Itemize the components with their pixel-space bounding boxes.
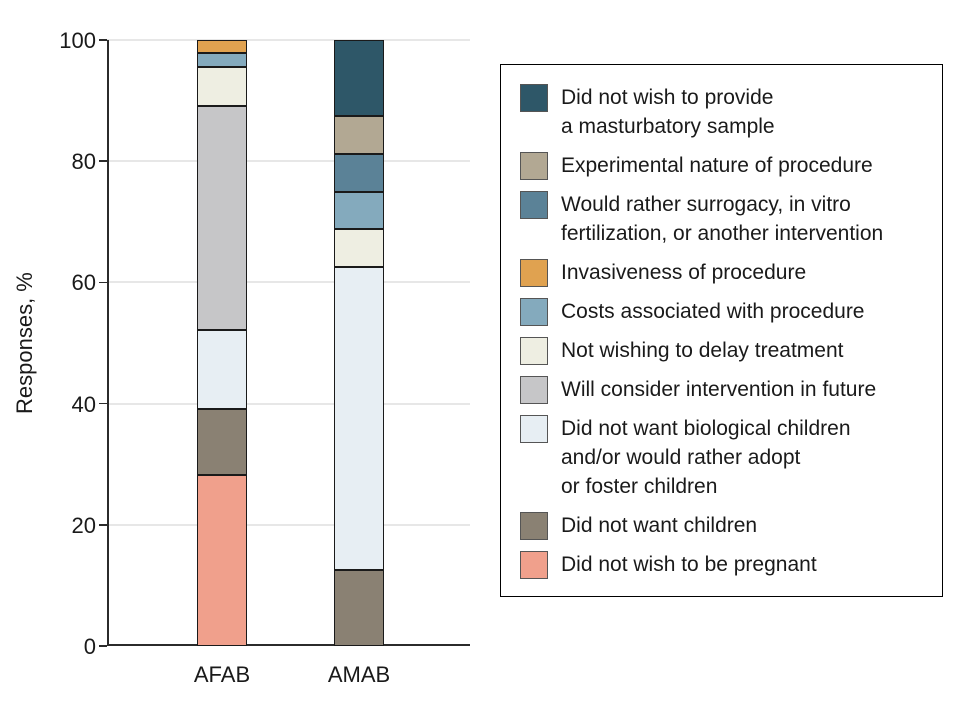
segment-amab-did-not-want-biological-children-and-or- xyxy=(334,267,384,571)
legend-label: Experimental nature of procedure xyxy=(561,154,873,177)
legend-item-4: Costs associated with procedure xyxy=(520,297,928,326)
bar-amab xyxy=(334,40,384,646)
segment-amab-would-rather-surrogacy-in-vitro-fertiliz xyxy=(334,153,384,192)
legend-item-3: Invasiveness of procedure xyxy=(520,258,928,287)
legend-item-0: Did not wish to provide a masturbatory s… xyxy=(520,83,928,141)
y-axis-line xyxy=(107,40,109,646)
gridline-20 xyxy=(107,523,470,526)
legend-swatch-icon xyxy=(520,84,548,112)
legend-item-1: Experimental nature of procedure xyxy=(520,151,928,180)
segment-afab-invasiveness-of-procedure xyxy=(197,40,247,54)
legend-swatch-icon xyxy=(520,512,548,540)
x-axis-line xyxy=(107,644,470,646)
legend-label: Not wishing to delay treatment xyxy=(561,339,844,362)
legend-label: Did not want biological children and/or … xyxy=(561,417,851,498)
x-category-label-afab: AFAB xyxy=(193,662,251,687)
legend-swatch-icon xyxy=(520,337,548,365)
plot-area xyxy=(99,39,470,647)
segment-amab-did-not-want-children xyxy=(334,570,384,646)
y-tick-label-60: 60 xyxy=(71,270,96,296)
legend-swatch-icon xyxy=(520,259,548,287)
x-category-label-amab: AMAB xyxy=(327,662,391,687)
legend-swatch-icon xyxy=(520,415,548,443)
segment-amab-experimental-nature-of-procedure xyxy=(334,115,384,154)
bar-afab xyxy=(197,40,247,646)
y-axis-title: Responses, % xyxy=(12,272,37,414)
segment-amab-not-wishing-to-delay-treatment xyxy=(334,229,384,268)
y-tick-label-0: 0 xyxy=(83,634,96,659)
legend-label: Did not want children xyxy=(561,514,758,537)
gridline-80 xyxy=(107,160,470,163)
gridline-60 xyxy=(107,281,470,284)
legend-item-2: Would rather surrogacy, in vitro fertili… xyxy=(520,190,928,248)
segment-afab-will-consider-intervention-in-future xyxy=(197,105,247,330)
legend-label: Did not wish to be pregnant xyxy=(561,553,817,576)
legend-box: Did not wish to provide a masturbatory s… xyxy=(500,64,943,597)
legend-item-5: Not wishing to delay treatment xyxy=(520,336,928,365)
segment-amab-costs-associated-with-procedure xyxy=(334,191,384,230)
gridline-100 xyxy=(107,39,470,41)
legend-label: Costs associated with procedure xyxy=(561,300,865,323)
legend-item-8: Did not want children xyxy=(520,511,928,540)
segment-afab-costs-associated-with-procedure xyxy=(197,53,247,67)
y-tick-label-40: 40 xyxy=(71,391,96,417)
legend-item-9: Did not wish to be pregnant xyxy=(520,550,928,579)
y-tick-label-20: 20 xyxy=(71,512,96,538)
legend-swatch-icon xyxy=(520,551,548,579)
legend-label: Did not wish to provide a masturbatory s… xyxy=(561,86,775,138)
legend-label: Would rather surrogacy, in vitro fertili… xyxy=(561,193,884,245)
legend-item-7: Did not want biological children and/or … xyxy=(520,414,928,501)
y-tick-label-100: 100 xyxy=(59,28,96,53)
y-tick-label-80: 80 xyxy=(71,149,96,175)
segment-afab-not-wishing-to-delay-treatment xyxy=(197,66,247,106)
y-tick-mark-60 xyxy=(99,281,107,284)
y-tick-mark-40 xyxy=(99,402,107,405)
segment-afab-did-not-want-biological-children-and-or- xyxy=(197,330,247,409)
segment-afab-did-not-want-children xyxy=(197,408,247,475)
legend-label: Will consider intervention in future xyxy=(561,378,877,401)
y-tick-mark-100 xyxy=(99,39,107,41)
y-tick-mark-20 xyxy=(99,524,107,526)
gridline-40 xyxy=(107,402,470,405)
legend-label: Invasiveness of procedure xyxy=(561,261,807,284)
legend-swatch-icon xyxy=(520,376,548,404)
segment-afab-did-not-wish-to-be-pregnant xyxy=(197,474,247,646)
legend-swatch-icon xyxy=(520,152,548,180)
legend-swatch-icon xyxy=(520,191,548,219)
y-tick-mark-0 xyxy=(99,645,107,647)
y-tick-mark-80 xyxy=(99,160,107,162)
legend-item-6: Will consider intervention in future xyxy=(520,375,928,404)
legend-swatch-icon xyxy=(520,298,548,326)
segment-amab-did-not-wish-to-provide-a-masturbatory-s xyxy=(334,40,384,116)
